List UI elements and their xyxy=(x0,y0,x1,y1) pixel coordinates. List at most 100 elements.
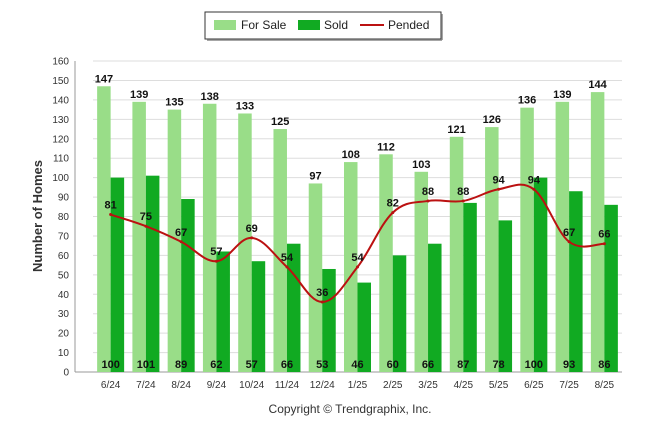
pended-value-label: 88 xyxy=(422,186,434,198)
bar-sold xyxy=(428,243,442,372)
y-tick-label: 100 xyxy=(52,173,69,184)
sold-value-label: 60 xyxy=(387,359,399,371)
sold-value-label: 100 xyxy=(525,359,543,371)
bar-for-sale xyxy=(238,113,252,372)
bar-sold xyxy=(251,261,266,372)
bar-sold xyxy=(286,243,301,372)
x-tick-label: 6/24 xyxy=(101,380,121,391)
for-sale-value-label: 138 xyxy=(201,91,219,103)
for-sale-value-label: 135 xyxy=(165,97,183,109)
x-tick-label: 2/25 xyxy=(383,380,403,391)
for-sale-value-label: 133 xyxy=(236,100,254,112)
bar-for-sale xyxy=(344,162,358,372)
bar-sold xyxy=(216,251,230,372)
legend-swatch-for-sale xyxy=(214,20,236,30)
legend-label-pended: Pended xyxy=(388,18,429,32)
pended-value-label: 67 xyxy=(563,227,575,239)
y-tick-label: 10 xyxy=(58,348,70,359)
bar-sold xyxy=(392,255,407,372)
pended-point xyxy=(320,300,324,304)
legend-label-sold: Sold xyxy=(324,18,348,32)
bar-for-sale xyxy=(379,154,393,372)
x-tick-label: 8/24 xyxy=(171,380,191,391)
y-tick-label: 130 xyxy=(52,115,69,126)
bar-sold xyxy=(604,204,618,372)
pended-value-label: 94 xyxy=(528,174,541,186)
sold-value-label: 86 xyxy=(598,359,610,371)
for-sale-value-label: 144 xyxy=(588,79,607,91)
bar-sold xyxy=(181,199,195,372)
pended-value-label: 36 xyxy=(316,287,328,299)
bar-for-sale xyxy=(97,86,111,373)
bar-sold xyxy=(145,175,160,372)
pended-point xyxy=(144,224,148,228)
pended-point xyxy=(109,213,113,217)
for-sale-value-label: 136 xyxy=(518,95,536,107)
pended-value-label: 54 xyxy=(281,252,294,264)
bar-sold xyxy=(357,282,371,372)
pended-point xyxy=(391,211,395,215)
sold-value-label: 66 xyxy=(281,359,293,371)
x-tick-label: 7/25 xyxy=(559,380,579,391)
sold-value-label: 57 xyxy=(246,359,258,371)
bar-for-sale xyxy=(449,136,464,372)
sold-value-label: 62 xyxy=(210,359,222,371)
pended-point xyxy=(602,242,606,246)
pended-value-label: 54 xyxy=(351,252,364,264)
y-axis-title: Number of Homes xyxy=(30,160,45,272)
for-sale-value-label: 97 xyxy=(309,170,321,182)
for-sale-value-label: 121 xyxy=(447,124,465,136)
for-sale-value-label: 147 xyxy=(95,73,113,85)
pended-value-label: 69 xyxy=(246,223,258,235)
pended-value-label: 88 xyxy=(457,186,469,198)
bar-for-sale xyxy=(414,171,429,372)
bar-sold xyxy=(498,220,513,372)
for-sale-value-label: 103 xyxy=(412,159,430,171)
pended-value-label: 67 xyxy=(175,227,187,239)
bar-sold xyxy=(463,202,477,372)
pended-value-label: 57 xyxy=(210,246,222,258)
data-labels: 147 100 139 101 135 89 138 62 133 57 125 66 97 53 108 4… xyxy=(95,73,611,371)
sold-value-label: 93 xyxy=(563,359,575,371)
y-tick-label: 110 xyxy=(53,154,69,165)
y-tick-label: 160 xyxy=(52,57,69,68)
bar-sold xyxy=(569,191,583,372)
sold-value-label: 100 xyxy=(101,359,119,371)
sold-value-label: 78 xyxy=(492,359,504,371)
y-tick-label: 70 xyxy=(58,231,70,242)
y-tick-label: 0 xyxy=(63,368,69,379)
y-tick-label: 90 xyxy=(58,193,70,204)
pended-value-label: 81 xyxy=(105,200,117,212)
x-tick-label: 5/25 xyxy=(489,380,509,391)
sold-value-label: 46 xyxy=(351,359,363,371)
sold-value-label: 66 xyxy=(422,359,434,371)
legend: For Sale Sold Pended xyxy=(204,11,443,41)
x-tick-label: 10/24 xyxy=(239,380,264,391)
pended-point xyxy=(567,240,571,244)
bar-sold xyxy=(533,177,548,372)
y-tick-label: 50 xyxy=(58,270,70,281)
x-tick-label: 4/25 xyxy=(454,380,474,391)
for-sale-value-label: 112 xyxy=(377,141,395,153)
y-tick-label: 40 xyxy=(58,290,70,301)
y-tick-label: 30 xyxy=(58,309,70,320)
legend-label-for-sale: For Sale xyxy=(241,18,287,32)
bar-for-sale xyxy=(485,127,499,373)
y-tick-label: 120 xyxy=(52,134,69,145)
bar-for-sale xyxy=(132,101,146,372)
pended-line-layer xyxy=(109,183,606,304)
axes: 0 10 20 30 40 50 60 70 80 90 100 110 120 130 140 150 160… xyxy=(52,57,622,391)
x-tick-label: 11/24 xyxy=(275,380,300,391)
for-sale-value-label: 126 xyxy=(483,114,501,126)
y-tick-label: 60 xyxy=(58,251,70,262)
pended-value-label: 75 xyxy=(140,211,152,223)
copyright-footer: Copyright © Trendgraphix, Inc. xyxy=(269,402,432,416)
x-tick-label: 9/24 xyxy=(207,380,227,391)
pended-point xyxy=(179,240,183,244)
x-tick-label: 6/25 xyxy=(524,380,544,391)
pended-value-label: 94 xyxy=(492,174,505,186)
pended-point xyxy=(356,265,359,269)
legend-box xyxy=(204,11,442,40)
